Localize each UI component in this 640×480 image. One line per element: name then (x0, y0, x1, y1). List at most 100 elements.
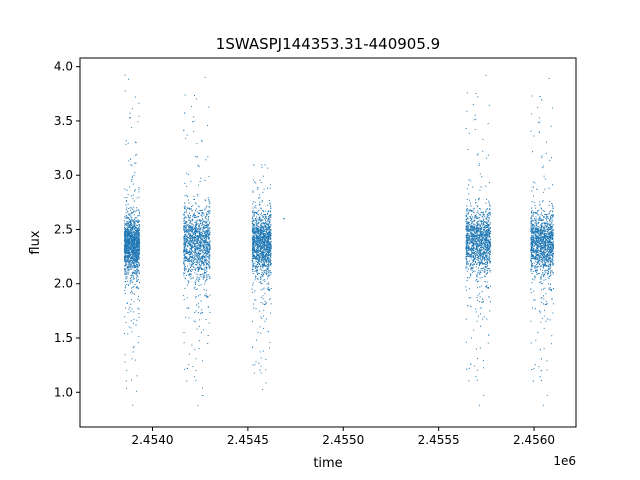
data-point (183, 262, 185, 264)
data-point (268, 242, 269, 244)
data-point (197, 246, 199, 248)
data-point (209, 221, 211, 223)
data-point (187, 259, 189, 261)
data-point (194, 227, 196, 229)
data-point (126, 216, 128, 218)
data-point (265, 274, 267, 276)
data-point (262, 239, 264, 241)
data-point (183, 219, 185, 221)
data-point (189, 255, 191, 257)
data-point (125, 307, 127, 309)
data-point (201, 238, 203, 240)
data-point (270, 229, 272, 231)
data-point (201, 262, 203, 264)
data-point (183, 295, 185, 297)
data-point (136, 240, 138, 242)
data-point (265, 229, 266, 231)
data-point (132, 249, 134, 251)
data-point (264, 239, 266, 241)
data-point (209, 241, 211, 243)
data-point (265, 250, 267, 252)
data-point (489, 243, 491, 245)
data-point (128, 224, 130, 226)
data-point (138, 225, 140, 227)
data-point (265, 382, 267, 384)
data-point (205, 272, 207, 273)
data-point (129, 226, 131, 228)
data-point (131, 236, 133, 238)
data-point (198, 240, 200, 242)
data-point (252, 258, 254, 260)
data-point (128, 252, 130, 254)
data-point (208, 238, 210, 240)
data-point (131, 177, 133, 179)
data-point (193, 246, 195, 248)
data-point (128, 233, 130, 235)
data-point (130, 275, 132, 277)
data-point (267, 257, 269, 259)
data-point (125, 229, 126, 231)
data-point (130, 292, 131, 294)
data-point (134, 236, 136, 238)
data-point (137, 261, 139, 263)
data-point (252, 254, 254, 256)
data-point (195, 225, 197, 227)
data-point (192, 238, 194, 240)
data-point (125, 224, 127, 226)
data-point (208, 212, 210, 213)
data-point (203, 232, 205, 234)
data-point (252, 227, 254, 229)
data-point (206, 212, 208, 214)
data-point (484, 252, 486, 254)
data-point (130, 262, 132, 264)
data-point (200, 240, 202, 242)
data-point (127, 251, 129, 253)
data-point (183, 242, 185, 244)
data-point (252, 215, 254, 217)
data-point (194, 269, 196, 271)
data-point (125, 262, 127, 264)
data-point (183, 214, 185, 216)
data-point (204, 283, 206, 285)
data-point (189, 225, 191, 226)
data-point (256, 254, 258, 256)
data-point (480, 226, 482, 228)
data-point (200, 234, 202, 236)
data-point (262, 350, 264, 352)
data-point (253, 307, 255, 309)
data-point (184, 253, 186, 255)
data-point (132, 225, 134, 227)
data-point (125, 221, 127, 223)
data-point (193, 130, 195, 132)
data-point (189, 241, 191, 243)
data-point (202, 237, 204, 239)
data-point (261, 274, 262, 276)
data-point (184, 260, 186, 262)
data-point (253, 270, 255, 272)
data-point (130, 254, 132, 256)
data-point (130, 239, 132, 241)
data-point (473, 257, 475, 259)
data-point (257, 254, 259, 256)
data-point (136, 279, 138, 281)
data-point (191, 259, 193, 261)
data-point (128, 250, 130, 252)
data-point (127, 241, 129, 243)
data-point (264, 262, 265, 264)
data-point (139, 235, 140, 236)
data-point (259, 235, 261, 237)
data-point (195, 235, 197, 236)
data-point (270, 205, 271, 207)
data-point (480, 272, 482, 274)
data-point (261, 215, 263, 217)
data-point (259, 254, 261, 256)
data-point (135, 227, 137, 229)
data-point (198, 244, 200, 246)
data-point (126, 216, 128, 218)
data-point (252, 241, 254, 243)
data-points-layer (123, 74, 555, 406)
data-point (207, 229, 209, 231)
data-point (262, 267, 264, 269)
data-point (206, 241, 208, 243)
data-point (260, 277, 261, 279)
